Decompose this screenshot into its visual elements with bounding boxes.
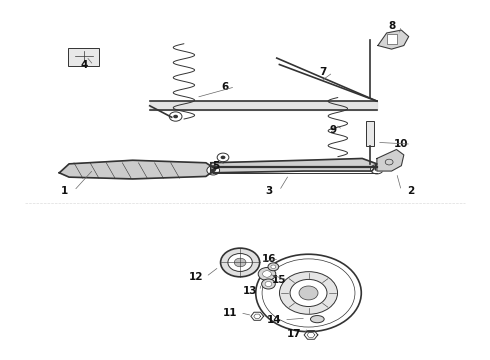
Bar	[387, 34, 397, 44]
Circle shape	[234, 258, 246, 267]
Circle shape	[263, 271, 271, 277]
Text: 10: 10	[394, 139, 409, 149]
Text: 13: 13	[243, 286, 257, 296]
Polygon shape	[211, 158, 377, 173]
Circle shape	[228, 253, 252, 271]
Text: 8: 8	[388, 21, 395, 31]
Text: 12: 12	[189, 272, 203, 282]
Text: 6: 6	[222, 82, 229, 92]
Circle shape	[262, 279, 275, 289]
Circle shape	[268, 263, 279, 271]
Text: 4: 4	[80, 60, 87, 70]
Bar	[366, 121, 373, 146]
Circle shape	[211, 168, 216, 172]
Circle shape	[279, 272, 338, 314]
Ellipse shape	[311, 316, 324, 323]
Text: 7: 7	[319, 67, 327, 77]
Bar	[68, 48, 99, 66]
Text: 2: 2	[408, 186, 415, 196]
Circle shape	[220, 156, 225, 159]
Circle shape	[258, 267, 276, 280]
Circle shape	[220, 248, 260, 277]
Circle shape	[271, 265, 276, 269]
Circle shape	[217, 153, 229, 162]
Circle shape	[173, 115, 178, 118]
Text: 9: 9	[329, 125, 337, 135]
Circle shape	[265, 282, 272, 287]
Circle shape	[370, 165, 383, 174]
Text: 17: 17	[287, 329, 301, 339]
Text: 11: 11	[223, 308, 238, 318]
Polygon shape	[378, 30, 409, 49]
Text: 3: 3	[266, 186, 273, 196]
Text: 15: 15	[272, 275, 287, 285]
Circle shape	[299, 286, 318, 300]
Text: 5: 5	[212, 161, 220, 171]
Circle shape	[374, 167, 379, 171]
Polygon shape	[377, 149, 404, 171]
Text: 16: 16	[262, 254, 277, 264]
Text: 1: 1	[61, 186, 68, 196]
Polygon shape	[59, 160, 216, 179]
Circle shape	[169, 112, 182, 121]
Text: 14: 14	[267, 315, 282, 325]
Circle shape	[290, 279, 327, 306]
Circle shape	[207, 166, 220, 175]
